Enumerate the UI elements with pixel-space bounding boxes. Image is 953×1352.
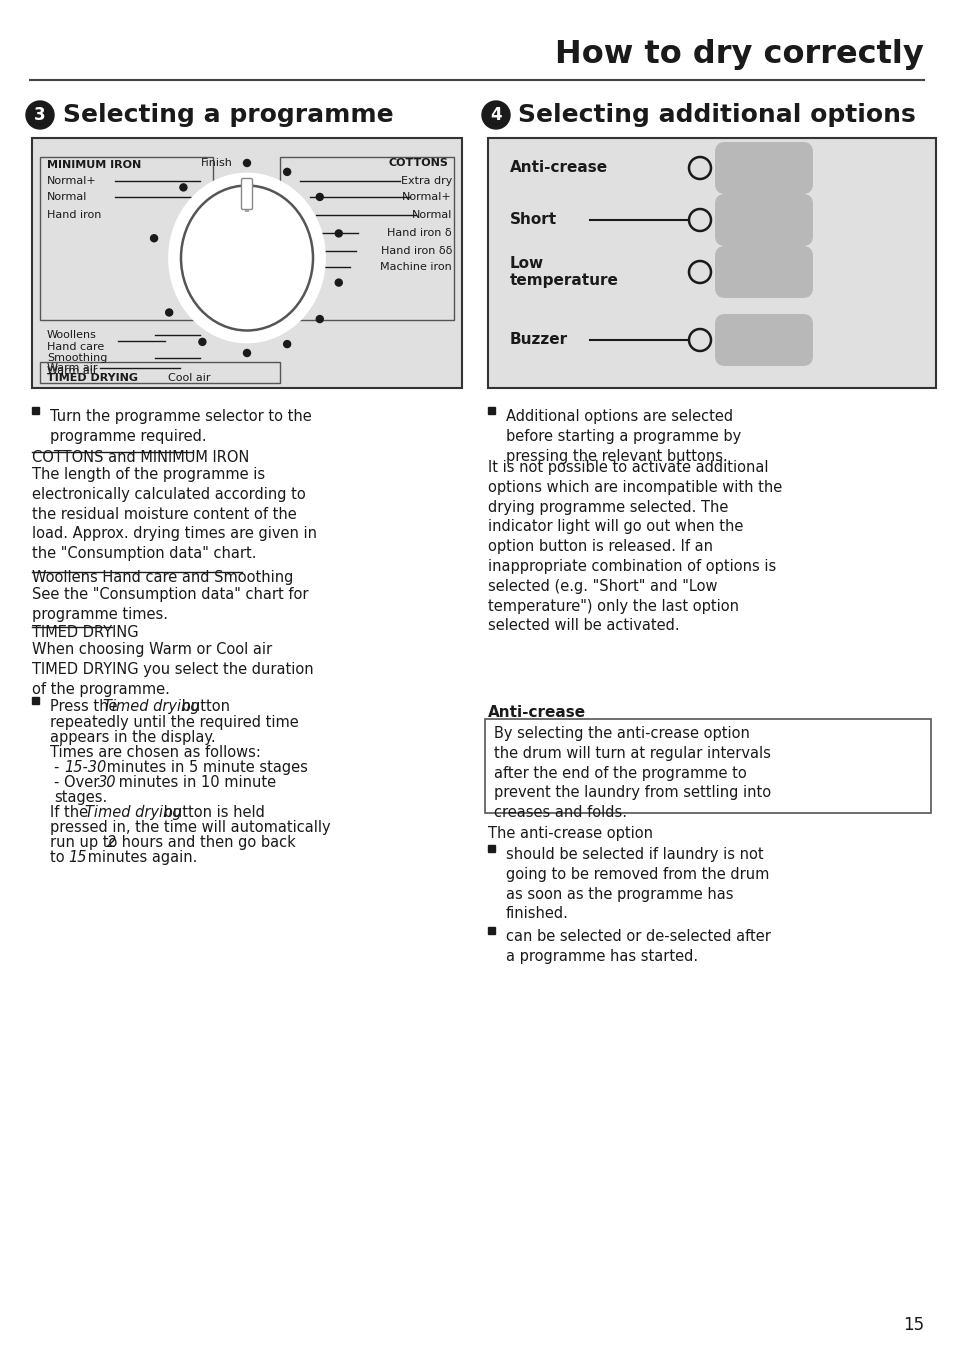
Text: 4: 4 [490, 105, 501, 124]
FancyBboxPatch shape [484, 719, 930, 813]
Circle shape [26, 101, 54, 128]
Text: Times are chosen as follows:: Times are chosen as follows: [50, 745, 260, 760]
Text: Hand iron δδ: Hand iron δδ [380, 246, 452, 256]
Text: See the "Consumption data" chart for
programme times.: See the "Consumption data" chart for pro… [32, 587, 308, 622]
Circle shape [283, 341, 291, 347]
Text: 15: 15 [68, 850, 87, 865]
FancyBboxPatch shape [40, 362, 280, 383]
Text: minutes in 5 minute stages: minutes in 5 minute stages [102, 760, 308, 775]
Text: MINIMUM IRON: MINIMUM IRON [47, 160, 141, 170]
Text: Normal: Normal [411, 210, 452, 220]
FancyBboxPatch shape [241, 178, 253, 210]
Text: minutes in 10 minute: minutes in 10 minute [113, 775, 275, 790]
FancyBboxPatch shape [714, 142, 812, 193]
FancyBboxPatch shape [714, 314, 812, 366]
Circle shape [243, 350, 251, 357]
Circle shape [316, 315, 323, 323]
Text: Normal+: Normal+ [402, 192, 452, 201]
FancyBboxPatch shape [714, 193, 812, 246]
Text: 3: 3 [34, 105, 46, 124]
FancyBboxPatch shape [714, 246, 812, 297]
Text: repeatedly until the required time: repeatedly until the required time [50, 715, 298, 730]
Circle shape [243, 160, 251, 166]
Circle shape [335, 230, 342, 237]
Text: COTTONS: COTTONS [388, 158, 448, 168]
Text: appears in the display.: appears in the display. [50, 730, 215, 745]
FancyBboxPatch shape [488, 138, 935, 388]
Text: button: button [177, 699, 230, 714]
Text: Turn the programme selector to the
programme required.: Turn the programme selector to the progr… [50, 410, 312, 443]
Circle shape [283, 169, 291, 176]
Text: pressed in, the time will automatically: pressed in, the time will automatically [50, 821, 331, 836]
Text: COTTONS and MINIMUM IRON: COTTONS and MINIMUM IRON [32, 450, 249, 465]
Text: Finish: Finish [201, 158, 233, 168]
Text: 15: 15 [902, 1315, 923, 1334]
Text: It is not possible to activate additional
options which are incompatible with th: It is not possible to activate additiona… [488, 460, 781, 633]
Text: The length of the programme is
electronically calculated according to
the residu: The length of the programme is electroni… [32, 466, 316, 561]
Text: minutes again.: minutes again. [83, 850, 197, 865]
Text: Woollens: Woollens [47, 330, 97, 339]
Text: If the: If the [50, 804, 92, 821]
Text: Selecting additional options: Selecting additional options [517, 103, 915, 127]
Text: Normal+: Normal+ [47, 176, 96, 187]
Text: can be selected or de-selected after
a programme has started.: can be selected or de-selected after a p… [505, 929, 770, 964]
Text: How to dry correctly: How to dry correctly [555, 39, 923, 70]
FancyBboxPatch shape [40, 157, 213, 320]
Text: Hand iron δ: Hand iron δ [387, 228, 452, 238]
Text: Timed drying: Timed drying [85, 804, 181, 821]
Text: When choosing Warm or Cool air
TIMED DRYING you select the duration
of the progr: When choosing Warm or Cool air TIMED DRY… [32, 642, 314, 696]
Text: Short: Short [510, 212, 557, 227]
Bar [32, 698, 39, 704]
Text: Machine iron: Machine iron [380, 262, 452, 272]
Ellipse shape [170, 174, 324, 342]
Text: Smoothing: Smoothing [47, 353, 108, 362]
Text: Timed drying: Timed drying [103, 699, 199, 714]
Circle shape [316, 193, 323, 200]
Text: to: to [50, 850, 70, 865]
Text: -: - [54, 760, 64, 775]
Text: Normal: Normal [47, 192, 88, 201]
Text: Warm air: Warm air [47, 366, 97, 376]
Text: TIMED DRYING: TIMED DRYING [47, 373, 138, 383]
Bar [488, 845, 495, 852]
Bar [32, 407, 39, 414]
Text: run up to: run up to [50, 836, 122, 850]
Bar [488, 407, 495, 414]
Text: The anti-crease option: The anti-crease option [488, 826, 652, 841]
Text: 2: 2 [107, 836, 116, 850]
FancyBboxPatch shape [280, 157, 454, 320]
Circle shape [166, 310, 172, 316]
Text: Woollens Hand care and Smoothing: Woollens Hand care and Smoothing [32, 571, 294, 585]
Text: Hand care: Hand care [47, 342, 104, 352]
Text: TIMED DRYING: TIMED DRYING [32, 625, 138, 639]
Text: 30: 30 [98, 775, 116, 790]
Text: Low
temperature: Low temperature [510, 256, 618, 288]
Circle shape [198, 338, 206, 345]
Circle shape [180, 184, 187, 191]
Text: By selecting the anti-crease option
the drum will turn at regular intervals
afte: By selecting the anti-crease option the … [494, 726, 770, 821]
Text: Press the: Press the [50, 699, 122, 714]
Text: Buzzer: Buzzer [510, 333, 568, 347]
Text: 15-30: 15-30 [64, 760, 106, 775]
Circle shape [335, 279, 342, 287]
Text: - Over: - Over [54, 775, 104, 790]
Text: button is held: button is held [159, 804, 265, 821]
FancyBboxPatch shape [32, 138, 461, 388]
Circle shape [481, 101, 510, 128]
Text: Extra dry: Extra dry [400, 176, 452, 187]
Circle shape [151, 235, 157, 242]
Text: Cool air: Cool air [168, 373, 211, 383]
Text: Selecting a programme: Selecting a programme [63, 103, 394, 127]
Text: Anti-crease: Anti-crease [488, 704, 585, 721]
Text: Anti-crease: Anti-crease [510, 161, 607, 176]
Text: should be selected if laundry is not
going to be removed from the drum
as soon a: should be selected if laundry is not goi… [505, 846, 768, 922]
Bar [488, 927, 495, 934]
Text: Warm air: Warm air [47, 362, 97, 373]
Text: Hand iron: Hand iron [47, 210, 101, 220]
Text: stages.: stages. [54, 790, 107, 804]
Text: Additional options are selected
before starting a programme by
pressing the rele: Additional options are selected before s… [505, 410, 740, 464]
Text: hours and then go back: hours and then go back [117, 836, 295, 850]
